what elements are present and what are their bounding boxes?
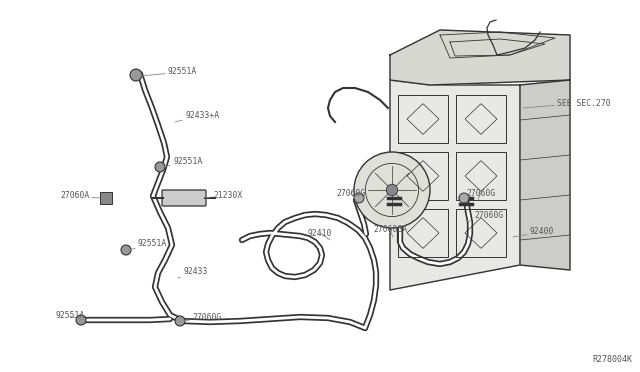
Text: 92400: 92400 — [513, 228, 554, 237]
FancyBboxPatch shape — [162, 190, 206, 206]
Bar — [100, 192, 112, 204]
Bar — [398, 152, 448, 200]
Text: 27060A: 27060A — [60, 192, 100, 201]
Text: 21230X: 21230X — [204, 190, 243, 199]
Circle shape — [175, 316, 185, 326]
Bar — [398, 95, 448, 143]
Bar — [456, 152, 506, 200]
Text: 92551A: 92551A — [140, 67, 197, 77]
Text: 27060G: 27060G — [466, 189, 495, 200]
Text: SEE SEC.270: SEE SEC.270 — [523, 99, 611, 108]
Text: 27060G: 27060G — [466, 212, 503, 222]
Bar — [456, 95, 506, 143]
Circle shape — [130, 69, 142, 81]
Text: 92551A: 92551A — [163, 157, 202, 167]
Text: 92410: 92410 — [308, 228, 332, 240]
Text: 92433+A: 92433+A — [175, 110, 219, 122]
Text: 92551A: 92551A — [128, 240, 167, 250]
Circle shape — [155, 162, 165, 172]
Circle shape — [76, 315, 86, 325]
Circle shape — [354, 193, 364, 203]
Text: 27060GA: 27060GA — [373, 225, 407, 237]
Polygon shape — [390, 30, 570, 85]
Circle shape — [354, 152, 430, 228]
Circle shape — [459, 193, 469, 203]
Circle shape — [121, 245, 131, 255]
Text: 92433: 92433 — [178, 267, 207, 278]
Bar — [398, 209, 448, 257]
Text: 92551A: 92551A — [55, 311, 84, 321]
Text: 27060G: 27060G — [336, 189, 365, 200]
Text: R278004K: R278004K — [592, 355, 632, 364]
Bar — [456, 209, 506, 257]
Text: 27060G: 27060G — [182, 314, 221, 323]
Circle shape — [387, 184, 397, 196]
Polygon shape — [520, 80, 570, 270]
Polygon shape — [390, 80, 520, 290]
